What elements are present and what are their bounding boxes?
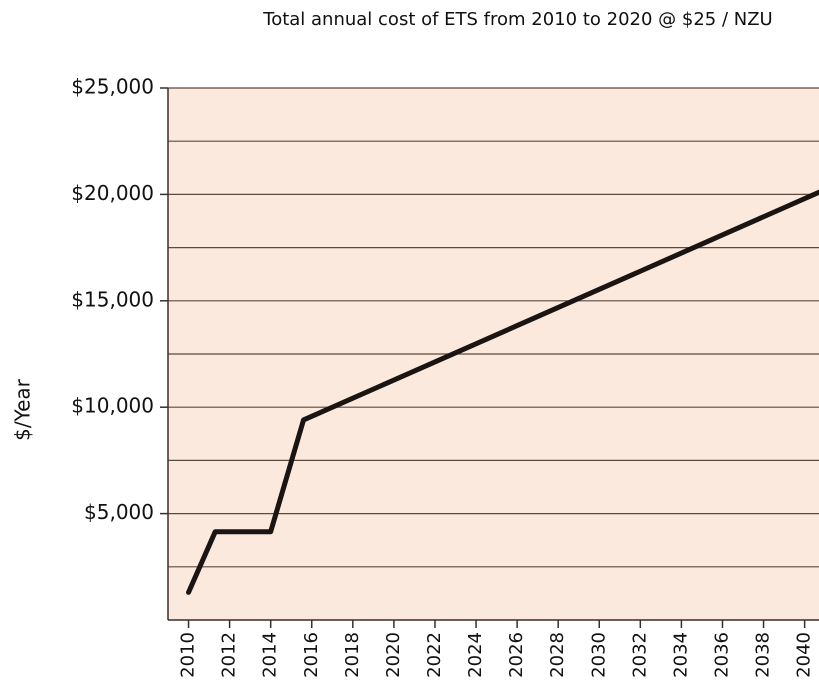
x-tick-label: 2034: [670, 632, 691, 678]
x-tick-label: 2038: [753, 632, 774, 678]
y-tick-label: $20,000: [71, 181, 154, 205]
x-tick-label: 2026: [506, 632, 527, 678]
chart-title: Total annual cost of ETS from 2010 to 20…: [262, 9, 772, 30]
y-tick-label: $5,000: [84, 500, 154, 524]
y-tick-label: $25,000: [71, 75, 154, 99]
x-tick-label: 2032: [629, 632, 650, 678]
x-tick-label: 2022: [424, 632, 445, 678]
y-axis-label: $/Year: [11, 378, 35, 441]
x-tick-label: 2012: [219, 632, 240, 678]
x-tick-label: 2024: [465, 632, 486, 678]
y-tick-label: $10,000: [71, 394, 154, 418]
x-tick-label: 2016: [301, 632, 322, 678]
x-tick-label: 2040: [794, 632, 815, 678]
x-tick-label: 2030: [588, 632, 609, 678]
x-tick-label: 2018: [342, 632, 363, 678]
x-tick-label: 2036: [711, 632, 732, 678]
y-tick-label: $15,000: [71, 287, 154, 311]
x-tick-label: 2020: [383, 632, 404, 678]
x-tick-label: 2010: [178, 632, 199, 678]
x-tick-label: 2014: [260, 632, 281, 678]
x-tick-label: 2028: [547, 632, 568, 678]
data-line: [186, 189, 819, 595]
